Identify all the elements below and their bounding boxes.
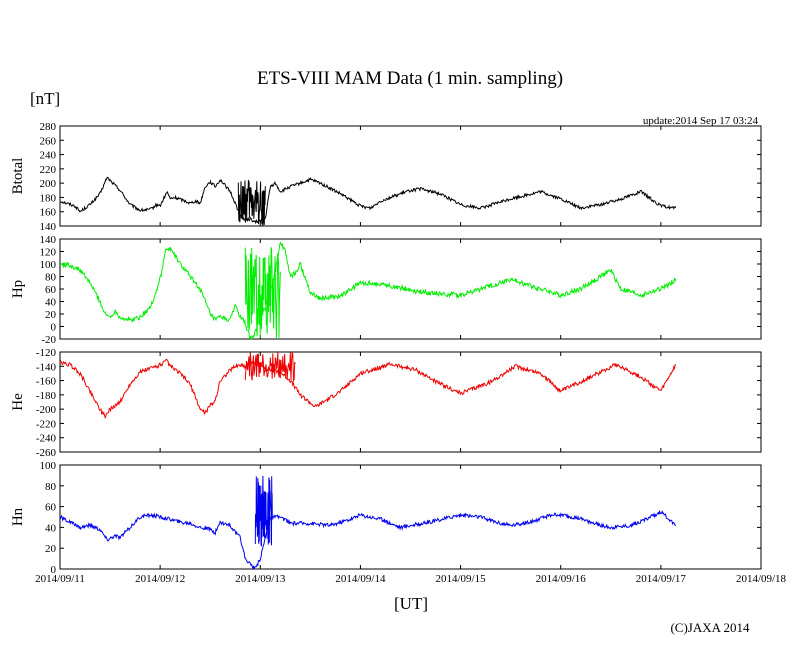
copyright: (C)JAXA 2014 (670, 620, 750, 635)
y-tick-label: 160 (40, 207, 57, 219)
y-tick-label: 20 (45, 309, 57, 321)
y-tick-label: -120 (36, 347, 57, 359)
x-tick-label: 2014/09/17 (636, 573, 687, 585)
x-tick-label: 2014/09/12 (135, 573, 185, 585)
y-tick-label: 0 (51, 564, 57, 576)
y-tick-label: 240 (40, 150, 57, 162)
y-tick-label: -220 (36, 418, 57, 430)
y-tick-label: 60 (45, 502, 57, 514)
y-tick-label: -160 (36, 376, 57, 388)
y-tick-label: -20 (41, 334, 56, 346)
panel-he: -260 -240 -220 -200 -180 -160 -140 -120 He (10, 347, 762, 459)
y-unit-label: [nT] (30, 89, 60, 108)
y-tick-label: 20 (45, 543, 57, 555)
series-spikes-btotal (237, 179, 266, 226)
y-tick-label: 260 (40, 135, 57, 147)
series-line-hn (59, 509, 677, 571)
panel-label-btotal: Btotal (10, 158, 26, 195)
y-tick-label: 80 (45, 272, 57, 284)
series-line-hp (59, 241, 677, 340)
x-tick-label: 2014/09/14 (335, 573, 386, 585)
y-tick-label: 80 (45, 481, 57, 493)
y-tick-label: -200 (36, 404, 57, 416)
x-tick-label: 2014/09/16 (536, 573, 587, 585)
y-tick-label: 280 (40, 121, 57, 133)
y-tick-label: 40 (45, 297, 57, 309)
y-tick-label: -180 (36, 390, 57, 402)
x-tick-label: 2014/09/15 (436, 573, 487, 585)
series-line-btotal (59, 176, 677, 225)
series-spikes-hn (254, 475, 273, 547)
series-line-he (59, 358, 676, 420)
x-axis-ticks: 2014/09/11 2014/09/12 2014/09/13 2014/09/14… (35, 573, 786, 585)
y-tick-label: 60 (45, 284, 57, 296)
y-tick-label: -240 (36, 433, 57, 445)
chart-title: ETS-VIII MAM Data (1 min. sampling) (257, 68, 563, 89)
y-tick-label: 100 (40, 259, 57, 271)
panel-hn: 0 20 40 60 80 100 Hn (10, 460, 762, 576)
y-tick-label: 120 (40, 247, 57, 259)
y-tick-label: 140 (40, 221, 57, 233)
panel-btotal: 140 160 180 200 220 240 260 280 Btotal (10, 121, 762, 233)
x-tick-label: 2014/09/18 (736, 573, 787, 585)
y-tick-label: 180 (40, 192, 57, 204)
update-stamp: update:2014 Sep 17 03:24 (643, 115, 759, 127)
y-tick-label: 140 (40, 234, 57, 246)
panel-frame (59, 125, 762, 227)
series-spikes-he (244, 352, 296, 383)
panel-label-hp: Hp (10, 280, 26, 298)
y-tick-label: 0 (51, 322, 57, 334)
y-tick-label: 100 (40, 460, 57, 472)
y-tick-label: -140 (36, 361, 57, 373)
y-tick-label: 40 (45, 522, 57, 534)
y-tick-label: 200 (40, 178, 57, 190)
panels: 140160180200220240260280Btotal-200204060… (10, 121, 762, 576)
panel-frame (59, 351, 762, 453)
y-tick-label: 220 (40, 164, 57, 176)
panel-label-he: He (10, 393, 26, 411)
x-axis-label: [UT] (394, 594, 428, 613)
x-tick-label: 2014/09/11 (35, 573, 85, 585)
panel-label-hn: Hn (10, 507, 26, 526)
y-tick-label: -260 (36, 447, 57, 459)
x-tick-label: 2014/09/13 (235, 573, 286, 585)
series-spikes-hp (244, 247, 281, 339)
